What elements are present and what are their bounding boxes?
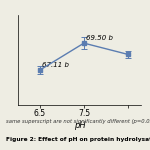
Text: 69.50 b: 69.50 b <box>86 35 113 41</box>
Text: 67.11 b: 67.11 b <box>42 62 69 68</box>
X-axis label: pH: pH <box>74 121 85 130</box>
Text: same superscript are not significantly different (p=0.05): same superscript are not significantly d… <box>6 119 150 124</box>
Text: Figure 2: Effect of pH on protein hydrolysate from giant mudskip: Figure 2: Effect of pH on protein hydrol… <box>6 137 150 142</box>
